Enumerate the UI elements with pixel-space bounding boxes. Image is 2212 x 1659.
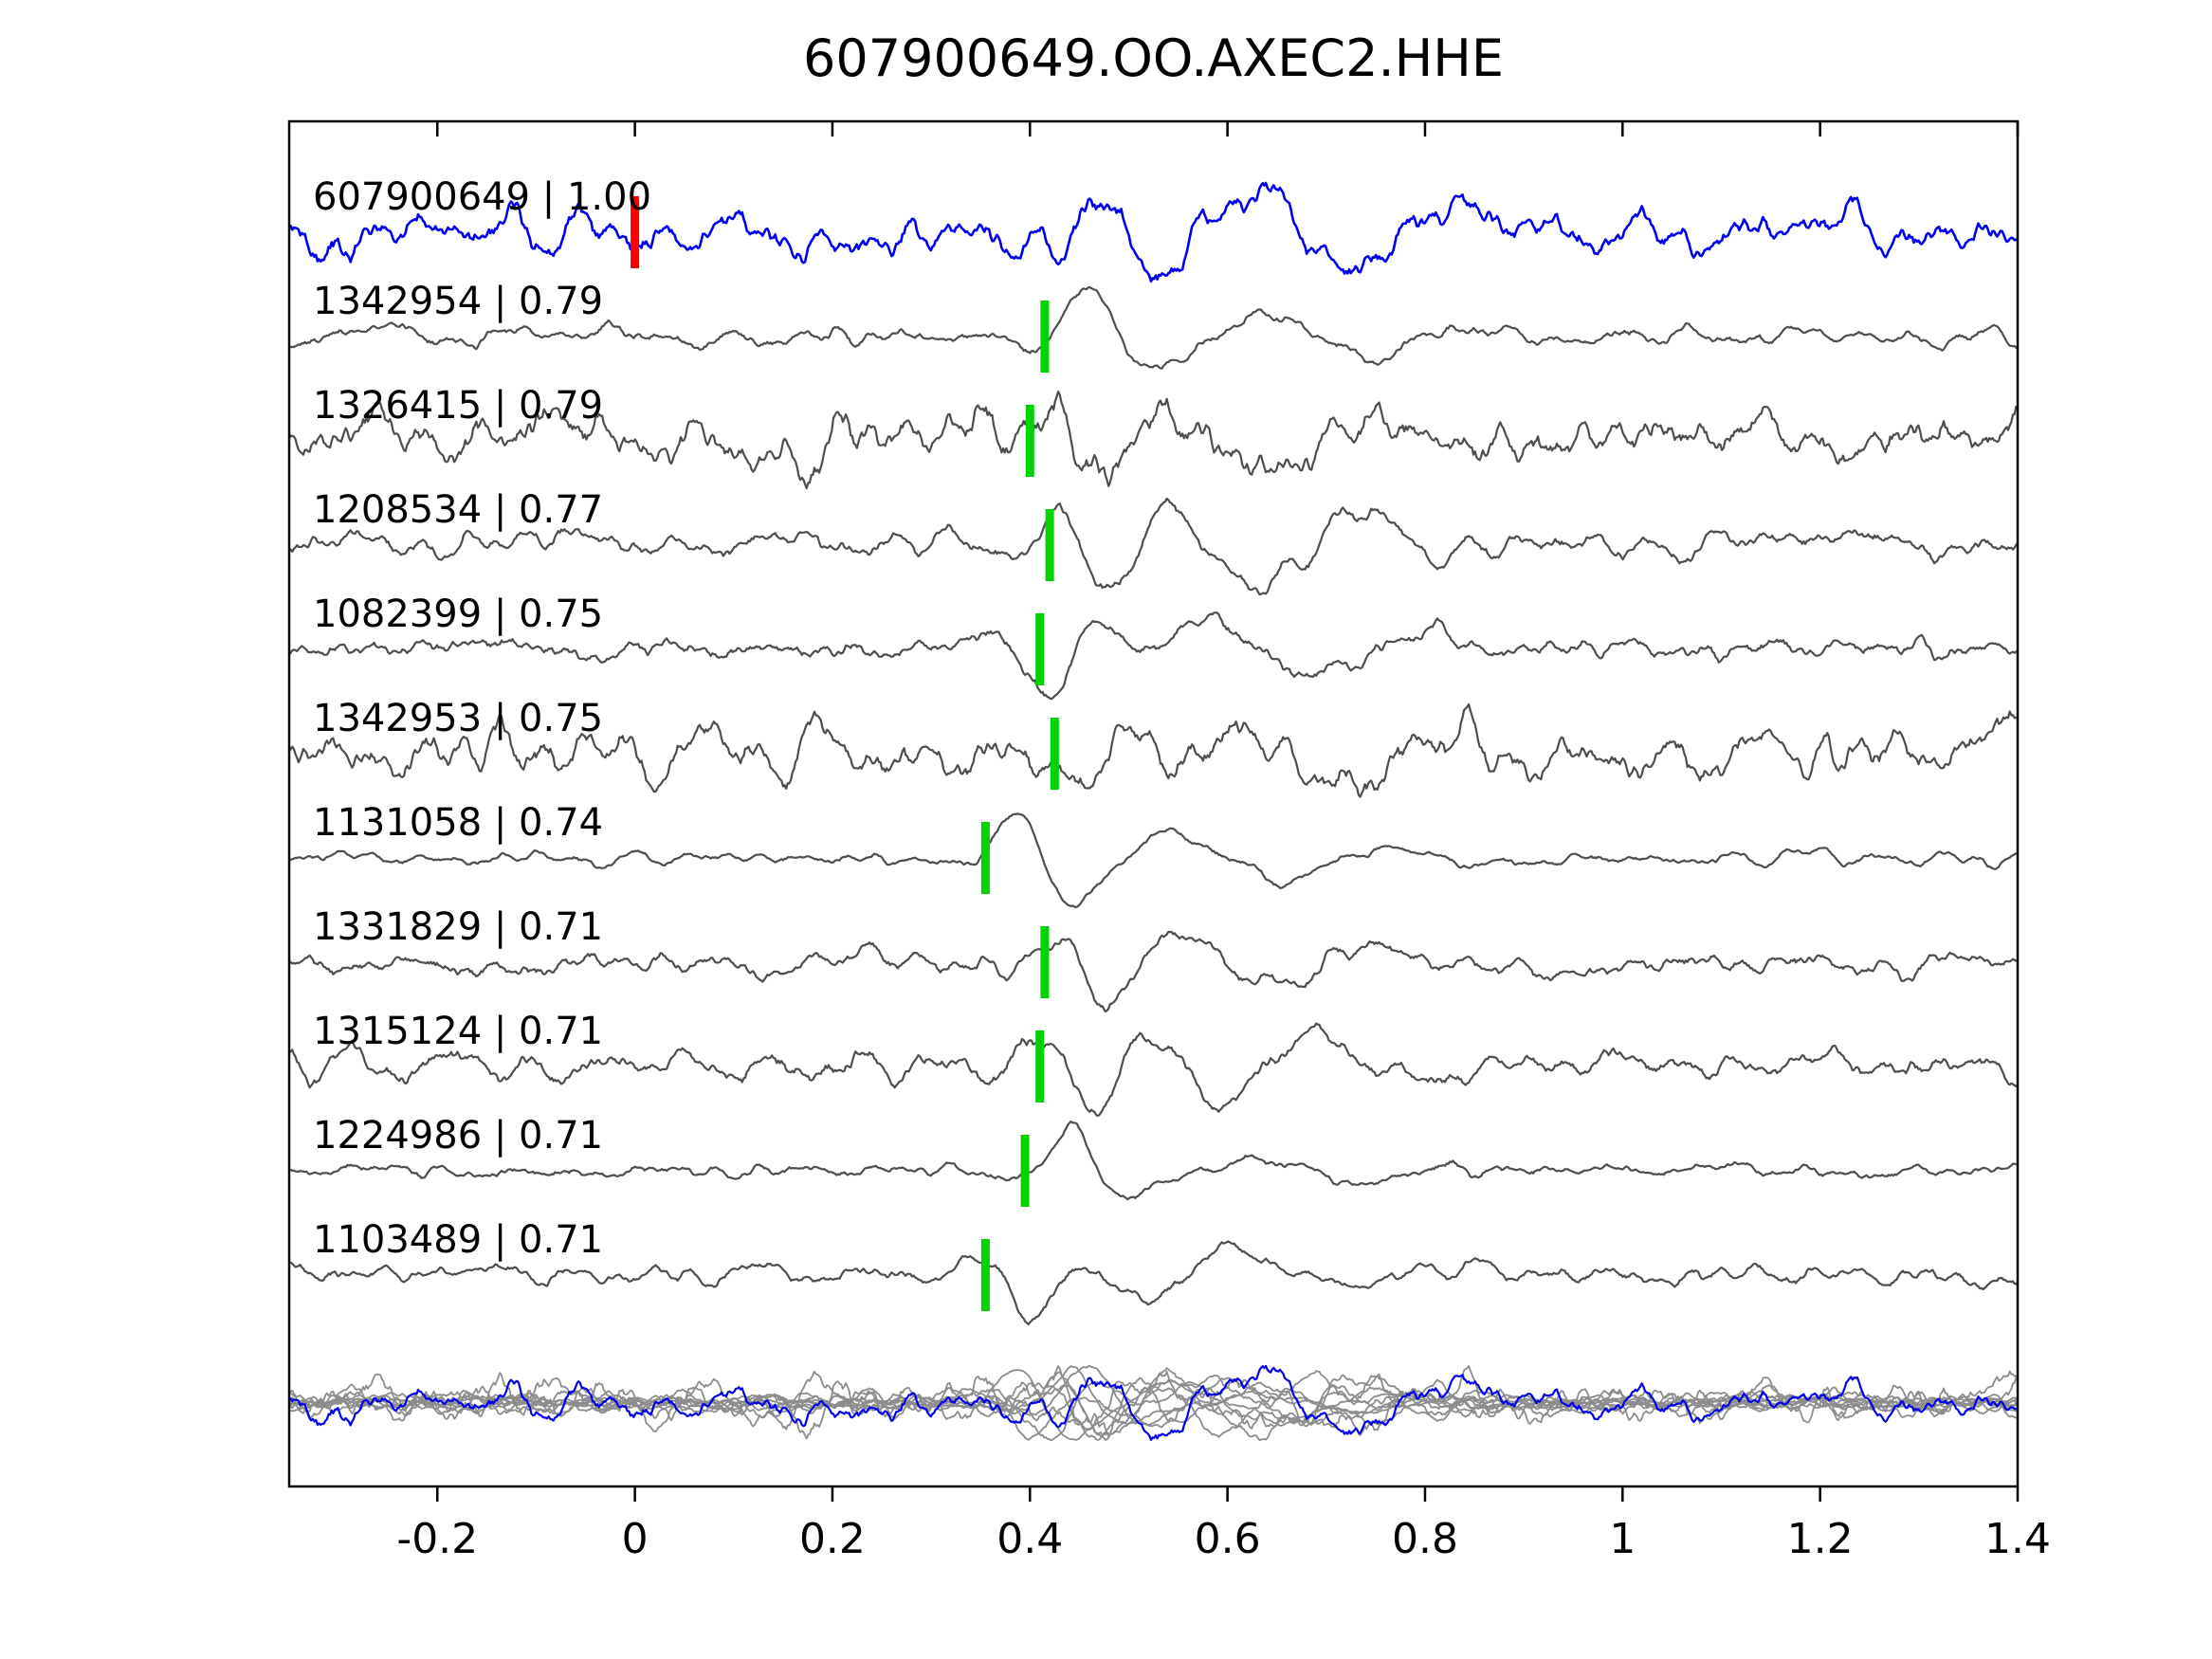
x-tick-label: -0.2 [396, 1515, 478, 1563]
match-trace-line [288, 611, 2019, 701]
overlay-reference-trace [288, 1364, 2019, 1442]
match-trace-line [288, 1022, 2019, 1118]
match-trace-line [288, 812, 2019, 909]
reference-trace-line [287, 181, 2018, 283]
trace-label: 1082399 | 0.75 [313, 592, 603, 636]
match-trace-line [288, 285, 2019, 370]
trace-label: 1331829 | 0.71 [313, 905, 603, 949]
trace-label: 1208534 | 0.77 [313, 488, 603, 532]
trace-labels: 607900649 | 1.00 1342954 | 0.79 1326415 | … [313, 175, 651, 1262]
match-trace-line [288, 1120, 2019, 1201]
x-tick-label: 0.8 [1392, 1515, 1458, 1563]
x-tick-label: 1.4 [1984, 1515, 2051, 1563]
trace-label: 1326415 | 0.79 [313, 384, 603, 428]
x-tick-label: 0.6 [1195, 1515, 1261, 1563]
axes: -0.2 0 0.2 0.4 0.6 0.8 1 1.2 1.4 [287, 119, 2051, 1563]
match-trace-line [288, 1240, 2019, 1326]
overlay-match-trace [288, 1370, 2019, 1441]
overlay-match-trace [289, 1365, 2019, 1426]
match-trace-line [288, 497, 2019, 596]
trace-lines [287, 181, 2019, 1326]
trace-label: 607900649 | 1.00 [313, 175, 651, 219]
x-tick-label: 1.2 [1787, 1515, 1854, 1563]
overlay-traces [288, 1364, 2019, 1442]
trace-label: 1224986 | 0.71 [313, 1114, 603, 1158]
plot-border [287, 119, 2020, 1488]
trace-label: 1103489 | 0.71 [313, 1218, 603, 1262]
trace-label: 1342954 | 0.79 [313, 280, 603, 323]
chart-title: 607900649.OO.AXEC2.HHE [803, 28, 1504, 88]
pick-markers [631, 196, 1059, 1311]
match-trace-line [288, 930, 2019, 1013]
x-tick-label: 1 [1609, 1515, 1636, 1563]
match-trace-line [288, 390, 2019, 490]
x-tick-label: 0 [622, 1515, 649, 1563]
overlay-match-trace [288, 1379, 2019, 1441]
trace-label: 1342953 | 0.75 [313, 697, 603, 740]
x-tick-label: 0.4 [996, 1515, 1063, 1563]
trace-label: 1315124 | 0.71 [313, 1010, 603, 1053]
x-tick-label: 0.2 [799, 1515, 866, 1563]
trace-label: 1131058 | 0.74 [313, 801, 603, 845]
match-trace-line [288, 702, 2018, 798]
